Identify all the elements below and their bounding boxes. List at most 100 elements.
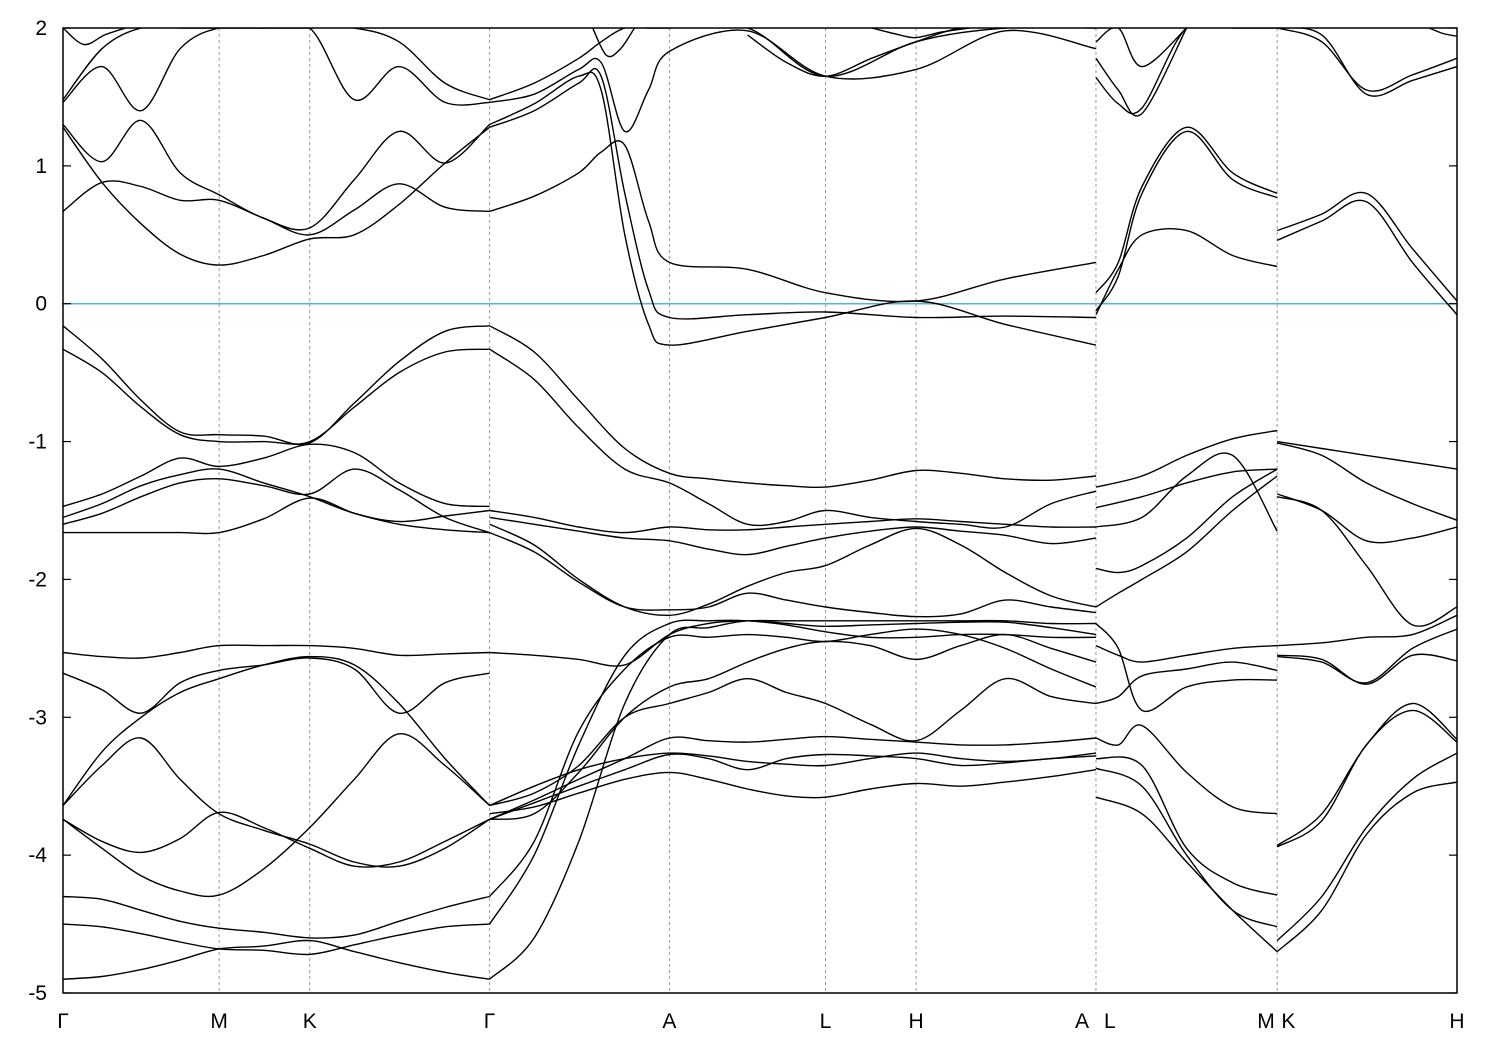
band-line xyxy=(63,923,490,956)
band-line xyxy=(1095,228,1278,316)
y-tick-label: -5 xyxy=(28,982,47,1005)
band-line xyxy=(489,619,1097,925)
band-line xyxy=(1277,440,1457,470)
band-line xyxy=(1277,653,1457,685)
band-line xyxy=(489,735,1097,820)
band-line xyxy=(63,655,491,806)
kpoint-label: L xyxy=(1104,1010,1116,1033)
band-line xyxy=(1277,28,1457,97)
band-line xyxy=(1276,28,1457,92)
band-line xyxy=(871,28,970,39)
band-line xyxy=(489,769,1097,815)
kpoint-label: L xyxy=(820,1010,832,1033)
band-line xyxy=(1095,429,1278,488)
band-line xyxy=(1095,724,1278,815)
band-line xyxy=(489,348,1097,529)
y-tick-label: -4 xyxy=(28,844,47,867)
band-line xyxy=(63,644,490,659)
band-line xyxy=(1095,28,1188,68)
band-line xyxy=(1276,781,1457,953)
band-line xyxy=(489,752,1097,807)
band-line xyxy=(489,140,1097,303)
kpoint-label: Γ xyxy=(484,1010,496,1033)
band-line xyxy=(63,468,490,534)
y-tick-label: -1 xyxy=(28,431,47,454)
band-line xyxy=(63,119,491,231)
band-line xyxy=(1095,452,1278,532)
y-axis-ticks: -5 -4 -3 -2 -1 0 1 2 xyxy=(28,17,1457,1005)
kpoint-label: Γ xyxy=(57,1010,69,1033)
band-line xyxy=(1428,28,1457,37)
band-line xyxy=(1095,28,1278,115)
plot-frame xyxy=(62,27,1458,994)
kpoint-label: K xyxy=(303,1010,317,1033)
band-line xyxy=(1277,628,1457,684)
band-line xyxy=(1276,752,1457,942)
band-line xyxy=(1095,28,1188,117)
band-line xyxy=(63,28,490,101)
band-line xyxy=(1276,496,1457,627)
band-line xyxy=(1276,199,1457,316)
band-line xyxy=(63,737,490,868)
band-line xyxy=(489,531,1097,618)
band-line xyxy=(63,811,490,868)
band-line xyxy=(1276,702,1457,847)
band-lines xyxy=(63,28,1457,980)
band-line xyxy=(489,633,1097,820)
band-line xyxy=(63,180,490,236)
band-line xyxy=(489,628,1097,897)
band-line xyxy=(747,28,1006,77)
band-line xyxy=(1276,191,1457,302)
y-tick-label: -2 xyxy=(28,568,47,591)
y-tick-label: 1 xyxy=(35,155,47,178)
band-line xyxy=(63,325,490,446)
band-line xyxy=(1095,623,1278,713)
kpoint-label: A xyxy=(1075,1010,1089,1033)
band-line xyxy=(489,523,1097,617)
band-line xyxy=(63,28,490,112)
band-line xyxy=(63,443,490,508)
kpoint-label: M xyxy=(1257,1010,1275,1033)
band-line xyxy=(489,509,1097,534)
band-line xyxy=(1095,661,1278,705)
band-line xyxy=(1095,644,1278,663)
band-line xyxy=(489,753,1097,820)
band-line xyxy=(63,939,490,980)
band-line xyxy=(1095,756,1278,896)
band-line xyxy=(489,325,1097,489)
band-segment xyxy=(489,28,1097,980)
band-line xyxy=(592,28,636,58)
band-line xyxy=(1095,126,1278,294)
band-line xyxy=(63,497,490,535)
band-line xyxy=(1095,130,1278,311)
y-tick-label: -3 xyxy=(28,706,47,729)
band-line xyxy=(489,71,1097,346)
axes-frame xyxy=(62,27,1458,994)
band-segment xyxy=(63,28,491,980)
kpoint-label: H xyxy=(1449,1010,1464,1033)
band-segment xyxy=(1095,28,1278,953)
band-line xyxy=(1276,493,1457,544)
band-line xyxy=(1095,796,1278,953)
y-tick-label: 0 xyxy=(35,293,47,316)
kpoint-label: K xyxy=(1281,1010,1295,1033)
y-tick-label: 2 xyxy=(35,17,47,40)
band-line xyxy=(1095,468,1278,574)
band-line xyxy=(489,28,1096,101)
kpoint-label: H xyxy=(909,1010,924,1033)
band-line xyxy=(63,733,491,898)
band-line xyxy=(63,126,491,266)
band-line xyxy=(63,28,126,46)
band-line xyxy=(1095,468,1278,509)
band-line xyxy=(489,68,1097,320)
band-line xyxy=(63,348,490,445)
band-line xyxy=(1277,614,1457,647)
kpoint-label: M xyxy=(210,1010,228,1033)
band-line xyxy=(489,619,1097,980)
band-line xyxy=(1095,767,1278,928)
band-line xyxy=(489,29,1097,133)
band-line xyxy=(63,657,490,714)
band-line xyxy=(489,619,1097,667)
